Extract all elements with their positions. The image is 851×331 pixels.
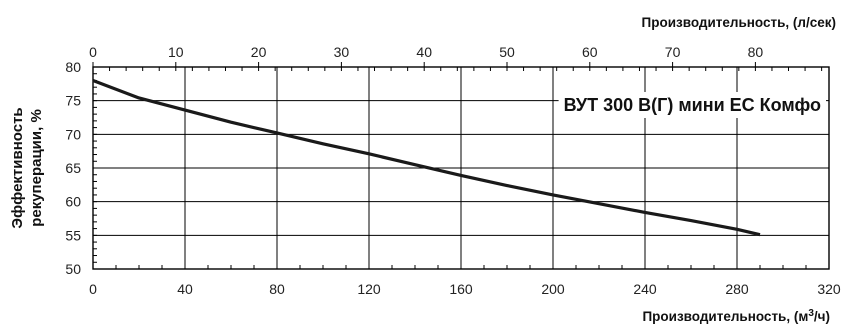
x2-tick-label: 30 [334,44,350,60]
x-axis-title: Производительность, (м3/ч) [642,308,830,324]
x-tick-label: 120 [357,281,381,297]
x2-tick-label: 0 [89,44,97,60]
minor-ticks [92,62,830,270]
x-tick-label: 160 [449,281,473,297]
x2-tick-label: 10 [168,44,184,60]
x-tick-label: 240 [633,281,657,297]
x2-tick-label: 80 [748,44,764,60]
x-tick-label: 320 [817,281,841,297]
y-tick-labels: 50 55 60 65 70 75 80 [65,59,81,277]
y-tick-label: 75 [65,93,81,109]
y-axis-title-line2: рекуперации, % [28,109,45,227]
x2-tick-label: 40 [416,44,432,60]
series-layer [92,78,761,237]
x-axis-title-superscript: 3 [808,308,814,319]
x2-tick-label: 60 [582,44,598,60]
x2-tick-label: 50 [499,44,515,60]
y-tick-label: 50 [65,261,81,277]
x-tick-label: 280 [725,281,749,297]
chart-title-background [558,92,827,118]
x-tick-label: 80 [269,281,285,297]
x-tick-label: 200 [541,281,565,297]
x2-tick-label: 20 [251,44,267,60]
y-tick-label: 65 [65,160,81,176]
x-tick-labels: 0 40 80 120 160 200 240 280 320 [89,281,841,297]
y-tick-label: 60 [65,194,81,210]
y-axis-title-line1: Эффективность [9,107,26,228]
x2-tick-label: 70 [665,44,681,60]
x2-axis-title: Производительность, (л/сек) [642,15,837,30]
efficiency-line [92,78,761,237]
x2-tick-labels: 0 10 20 30 40 50 60 70 80 [89,44,763,60]
chart-title: ВУТ 300 В(Г) мини ЕС Комфо [564,95,821,115]
y-tick-label: 80 [65,59,81,75]
x-tick-label: 40 [177,281,193,297]
y-tick-label: 55 [65,227,81,243]
y-tick-label: 70 [65,126,81,142]
x-axis-title-prefix: Производительность, (м [642,309,808,324]
x-axis-title-suffix: /ч) [814,309,830,324]
x-tick-label: 0 [89,281,97,297]
